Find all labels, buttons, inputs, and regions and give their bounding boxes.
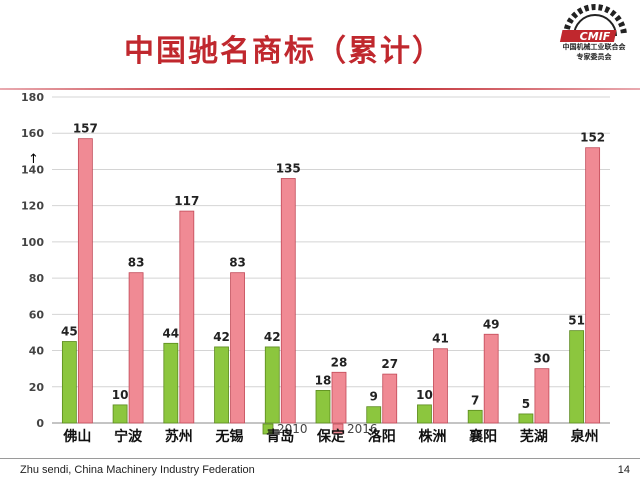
bar-2010 bbox=[264, 346, 280, 424]
logo-org-name: 中国机械工业联合会 bbox=[562, 43, 626, 51]
data-label-2016: 135 bbox=[276, 162, 301, 176]
slide-title: 中国驰名商标（累计） bbox=[124, 34, 444, 69]
bar-2010 bbox=[112, 404, 128, 424]
x-tick-label: 襄阳 bbox=[468, 428, 497, 445]
x-tick-label: 青岛 bbox=[266, 428, 294, 445]
y-tick-label: 100 bbox=[21, 236, 44, 249]
footer-divider bbox=[0, 458, 640, 459]
x-tick-label: 无锡 bbox=[215, 428, 244, 445]
data-label-2016: 117 bbox=[174, 194, 199, 208]
bar-2010 bbox=[417, 404, 432, 424]
legend-label-2010: 2010 bbox=[277, 422, 308, 436]
x-tick-label: 苏州 bbox=[165, 428, 193, 445]
grid-lines bbox=[52, 96, 610, 424]
bar-2016 bbox=[483, 333, 499, 424]
bar-2010 bbox=[163, 342, 179, 424]
x-tick-label: 佛山 bbox=[62, 428, 91, 445]
x-axis: 佛山 宁波 苏州 无锡 青岛 保定 洛阳 株洲 襄阳 芜湖 泉州 bbox=[62, 428, 598, 445]
data-label-2010: 5 bbox=[522, 397, 530, 411]
y-tick-label: 80 bbox=[29, 272, 45, 285]
legend-label-2016: 2016 bbox=[347, 422, 378, 436]
data-label-2016: 30 bbox=[534, 352, 551, 366]
x-tick-label: 株洲 bbox=[418, 428, 446, 445]
data-label-2010: 7 bbox=[471, 393, 479, 407]
data-label-2010: 45 bbox=[61, 325, 78, 339]
y-tick-label: 140 bbox=[21, 163, 44, 176]
bar-2016 bbox=[585, 147, 601, 424]
data-label-2016: 28 bbox=[331, 355, 348, 369]
data-label-2016: 27 bbox=[381, 357, 398, 371]
y-tick-label: 180 bbox=[21, 91, 44, 104]
data-label-2016: 41 bbox=[432, 332, 449, 346]
page-number: 14 bbox=[617, 464, 630, 476]
y-tick-label: 160 bbox=[21, 127, 44, 140]
bar-2016 bbox=[433, 348, 448, 424]
bar-2010 bbox=[569, 330, 585, 424]
bar-2010 bbox=[315, 389, 331, 424]
data-label-2010: 51 bbox=[568, 314, 585, 328]
data-label-2010: 10 bbox=[416, 388, 433, 402]
data-label-2010: 42 bbox=[213, 330, 230, 344]
data-label-2010: 42 bbox=[264, 330, 281, 344]
bar-2016 bbox=[128, 272, 144, 424]
data-label-2016: 83 bbox=[128, 256, 145, 270]
x-tick-label: 泉州 bbox=[571, 428, 599, 445]
data-label-2016: 83 bbox=[229, 256, 246, 270]
x-tick-label: 洛阳 bbox=[368, 428, 396, 445]
y-tick-label: 40 bbox=[29, 345, 45, 358]
bar-2010 bbox=[518, 413, 534, 424]
bar-2016 bbox=[230, 272, 245, 424]
title-divider bbox=[0, 88, 640, 90]
legend: 2010 2016 bbox=[262, 422, 378, 436]
y-tick-label: 60 bbox=[29, 308, 45, 321]
cmif-logo: CMIF bbox=[559, 4, 627, 43]
x-tick-label: 保定 bbox=[316, 428, 345, 445]
bar-2016 bbox=[280, 178, 296, 424]
bar-2016 bbox=[534, 368, 550, 424]
data-label-2016: 152 bbox=[580, 131, 605, 145]
legend-swatch-2016 bbox=[332, 423, 344, 435]
data-labels: 45 157 10 83 44 117 42 83 42 135 18 28 9 27 10 41 7 49 5 30… bbox=[61, 122, 605, 411]
bar-2016 bbox=[179, 210, 195, 424]
data-label-2010: 44 bbox=[162, 326, 179, 340]
bar-2016 bbox=[382, 373, 398, 424]
data-label-2016: 49 bbox=[483, 317, 500, 331]
y-tick-label: 20 bbox=[29, 381, 45, 394]
bar-2016 bbox=[331, 371, 347, 424]
bar-2010 bbox=[366, 406, 382, 424]
data-label-2010: 10 bbox=[112, 388, 129, 402]
y-tick-label: 120 bbox=[21, 200, 44, 213]
bars bbox=[61, 138, 601, 424]
bar-2010 bbox=[214, 346, 229, 424]
x-tick-label: 宁波 bbox=[114, 428, 143, 445]
logo-mark: CMIF bbox=[580, 30, 611, 43]
footer-credit: Zhu sendi, China Machinery Industry Fede… bbox=[20, 464, 255, 476]
logo-sub-name: 专家委员会 bbox=[576, 53, 612, 61]
bar-2010 bbox=[61, 341, 77, 424]
data-label-2010: 9 bbox=[370, 390, 378, 404]
y-axis: 0 20 40 60 80 100 120 140 160 180 bbox=[21, 91, 610, 430]
bar-2010 bbox=[467, 409, 483, 424]
x-tick-label: 芜湖 bbox=[520, 428, 548, 445]
y-tick-label: 0 bbox=[36, 417, 44, 430]
legend-swatch-2010 bbox=[262, 423, 274, 435]
bar-2016 bbox=[77, 138, 93, 424]
cursor-arrow-icon: ↑ bbox=[28, 152, 39, 167]
data-label-2010: 18 bbox=[315, 373, 332, 387]
data-label-2016: 157 bbox=[73, 122, 98, 136]
